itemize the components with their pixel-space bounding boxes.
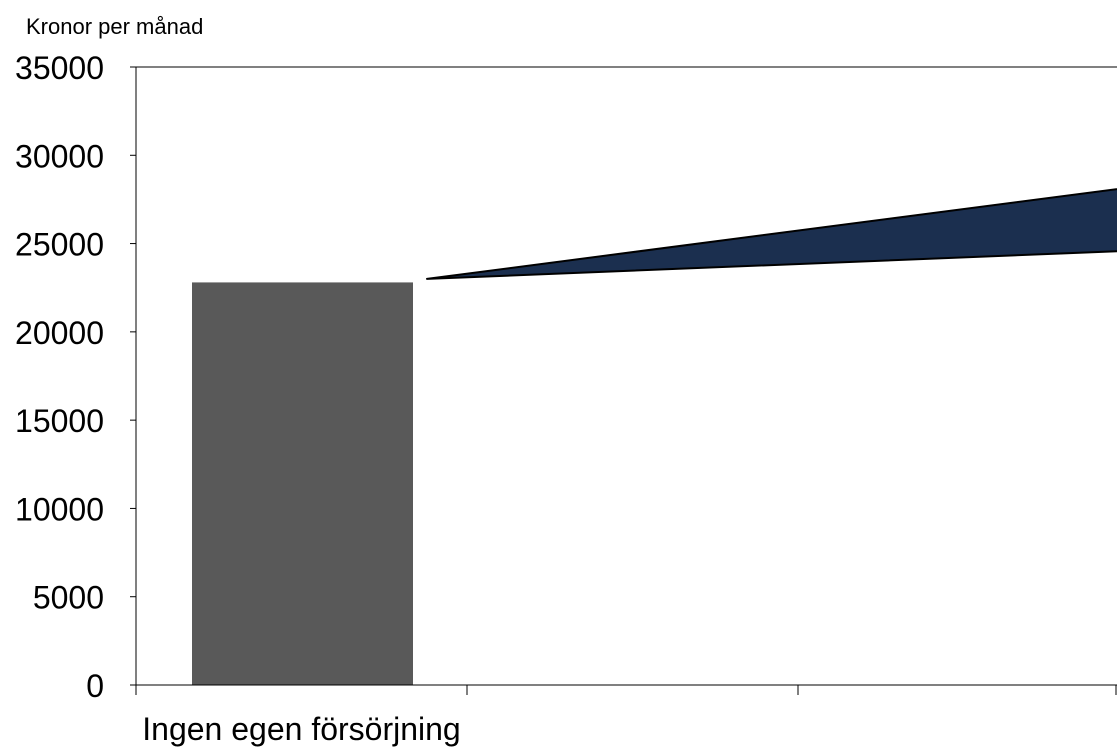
axes bbox=[135, 66, 1117, 695]
plot-marks bbox=[192, 188, 1117, 685]
y-axis-label: Kronor per månad bbox=[26, 14, 203, 39]
projection-fan bbox=[426, 188, 1117, 280]
x-tick-label: Ingen egen försörjning bbox=[142, 711, 460, 747]
y-tick-label: 15000 bbox=[15, 403, 104, 439]
y-axis-ticks: 0 5000 10000 15000 20000 25000 30000 35000 bbox=[15, 50, 136, 704]
y-tick-label: 0 bbox=[86, 668, 104, 704]
y-tick-label: 25000 bbox=[15, 227, 104, 263]
y-tick-label: 30000 bbox=[15, 138, 104, 174]
y-tick-label: 5000 bbox=[33, 580, 104, 616]
y-tick-label: 20000 bbox=[15, 315, 104, 351]
x-axis-labels: Ingen egen försörjning bbox=[142, 711, 460, 747]
y-tick-label: 10000 bbox=[15, 491, 104, 527]
y-tick-label: 35000 bbox=[15, 50, 104, 86]
bar bbox=[192, 282, 413, 685]
